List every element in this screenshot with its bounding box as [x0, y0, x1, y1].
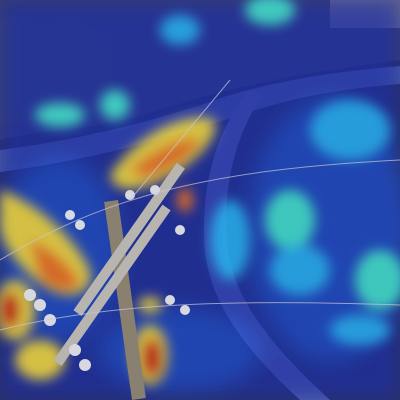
- insulators: [24, 185, 190, 371]
- power-lines: [0, 79, 400, 331]
- crossarm-lower: [53, 204, 171, 367]
- crossarm-upper: [73, 162, 185, 317]
- utility-pole: [0, 79, 400, 400]
- pole-trunk: [104, 199, 146, 400]
